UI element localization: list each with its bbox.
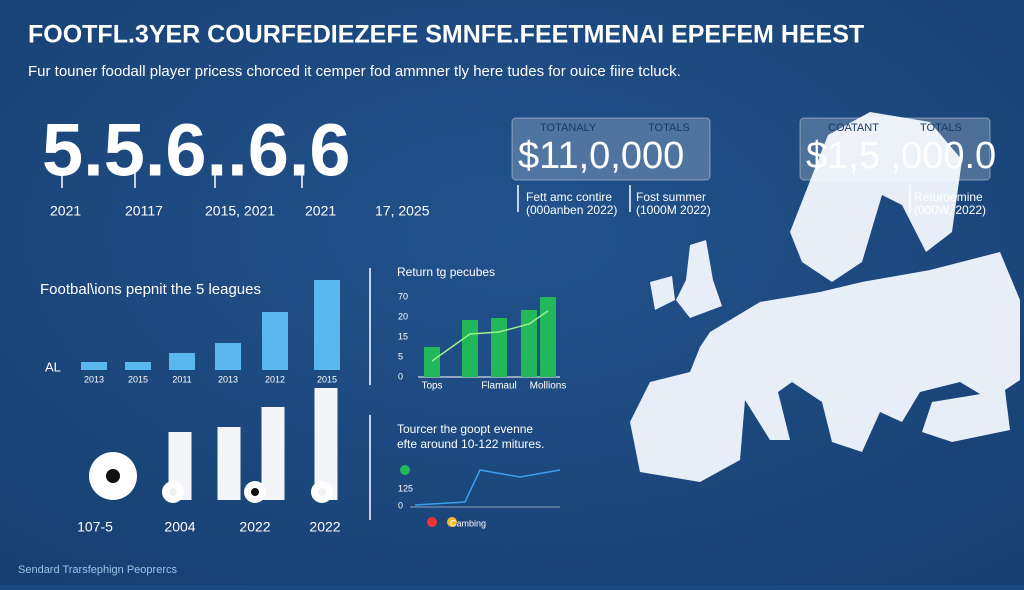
x-tick-label: 2004 <box>164 519 195 535</box>
box-value: $1,5 ,000.0 <box>806 135 996 177</box>
line <box>414 469 561 506</box>
bar <box>261 407 285 500</box>
trend-line <box>431 310 549 362</box>
x-tick-label: Flamaul <box>481 381 517 392</box>
subtitle: Fur touner foodall player pricess chorce… <box>28 63 681 80</box>
box-label: TOTALS <box>920 122 962 134</box>
bar <box>314 280 340 370</box>
y-axis-label: 70 <box>398 291 408 301</box>
bar <box>314 388 338 500</box>
bar <box>540 297 556 377</box>
bar <box>262 312 288 370</box>
big-number: 5.5.6..6.6 <box>42 109 351 192</box>
chart-subtitle: efte around 10-122 mitures. <box>397 437 544 451</box>
decor-ticks <box>61 170 911 520</box>
stat-box-frames <box>511 117 991 181</box>
bar <box>521 310 537 377</box>
europe-map <box>630 112 1020 482</box>
y-axis-label: 125 <box>398 483 413 493</box>
x-tick-label: 2022 <box>239 519 270 535</box>
y-axis-label: 20 <box>398 311 408 321</box>
chart-title: Return tg pecubes <box>397 265 495 279</box>
box-label: TOTALS <box>648 122 690 134</box>
year: 17, 2025 <box>375 203 430 219</box>
x-tick-label: Tops <box>421 381 442 392</box>
box-label: TOTANALY <box>540 122 597 134</box>
bar <box>168 432 192 500</box>
x-tick-label: 2012 <box>265 374 285 384</box>
title: FOOTFL.3YER COURFEDIEZEFE SMNFE.FEETMENA… <box>28 21 864 49</box>
footer: Sendard Trarsfephign Peoprercs <box>18 564 177 576</box>
bar <box>81 362 107 370</box>
x-tick-label: 107-5 <box>77 519 113 535</box>
y-axis-label: 0 <box>398 500 403 510</box>
bar <box>215 343 241 370</box>
x-tick-label: 2015 <box>317 374 337 384</box>
year: 2021 <box>305 203 336 219</box>
box-label: COATANT <box>828 122 879 134</box>
y-axis-label: 0 <box>398 371 403 381</box>
x-tick-label: 2013 <box>218 374 238 384</box>
x-tick-label: 2015 <box>128 374 148 384</box>
year: 2015, 2021 <box>205 203 275 219</box>
chart-title: Footbal\ions pepnit the 5 leagues <box>40 281 261 298</box>
x-tick-label: 2011 <box>172 374 191 384</box>
box-value: $11,0,000 <box>518 135 684 177</box>
x-tick-label: Mollions <box>530 381 567 392</box>
x-tick-label: 2022 <box>309 519 340 535</box>
bar <box>462 320 478 377</box>
y-axis-label: 5 <box>398 351 403 361</box>
box-note: (000W, 2022) <box>914 203 986 217</box>
axis-label: AL <box>45 359 61 374</box>
box-note: (000anben 2022) <box>526 203 617 217</box>
bar <box>125 362 151 370</box>
bar <box>424 347 440 377</box>
box-note: Fost summer <box>636 190 706 204</box>
bar <box>217 427 241 500</box>
chart-title: Tourcer the goopt evenne <box>397 422 533 436</box>
bar <box>169 353 195 370</box>
year: 2021 <box>50 203 81 219</box>
x-axis-label: Cambing <box>450 518 486 528</box>
bar <box>491 318 507 377</box>
y-axis-label: 15 <box>398 331 408 341</box>
year: 20117 <box>125 203 163 219</box>
box-note: Returoemine <box>914 190 983 204</box>
box-note: (1000M 2022) <box>636 203 711 217</box>
x-tick-label: 2013 <box>84 374 104 384</box>
box-note: Fett amc contire <box>526 190 612 204</box>
